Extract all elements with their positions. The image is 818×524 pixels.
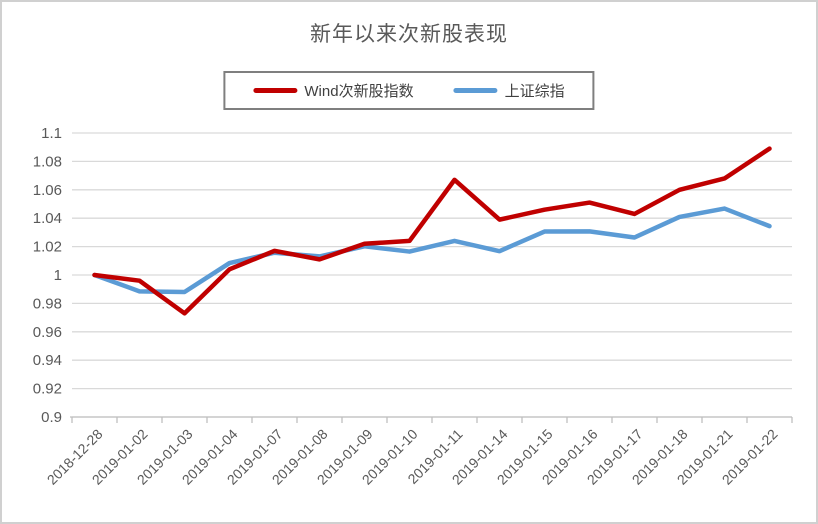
legend-item-sse-composite: 上证综指 bbox=[453, 80, 565, 101]
legend-item-wind-cxg-index: Wind次新股指数 bbox=[253, 80, 414, 101]
wind-line-swatch bbox=[253, 88, 298, 93]
legend-label-sse-composite: 上证综指 bbox=[504, 83, 565, 100]
y-tick-label: 0.94 bbox=[33, 352, 62, 369]
y-tick-label: 0.92 bbox=[33, 381, 62, 398]
y-tick-label: 1.08 bbox=[33, 153, 62, 170]
y-tick-label: 0.9 bbox=[41, 409, 62, 426]
y-tick-label: 1.04 bbox=[33, 210, 62, 227]
y-tick-label: 0.96 bbox=[33, 324, 62, 341]
y-tick-label: 1.02 bbox=[33, 239, 62, 256]
series-line-wind-cxg-index bbox=[92, 146, 772, 316]
y-tick-label: 1 bbox=[54, 267, 62, 284]
chart-title: 新年以来次新股表现 bbox=[310, 23, 508, 46]
y-tick-label: 1.06 bbox=[33, 182, 62, 199]
series-line-sse-composite bbox=[92, 206, 772, 295]
legend: Wind次新股指数 上证综指 bbox=[223, 71, 595, 110]
y-tick-label: 0.98 bbox=[33, 295, 62, 312]
sse-line-swatch bbox=[453, 88, 498, 93]
legend-label-wind-cxg-index: Wind次新股指数 bbox=[304, 83, 414, 100]
y-tick-label: 1.1 bbox=[41, 125, 62, 142]
